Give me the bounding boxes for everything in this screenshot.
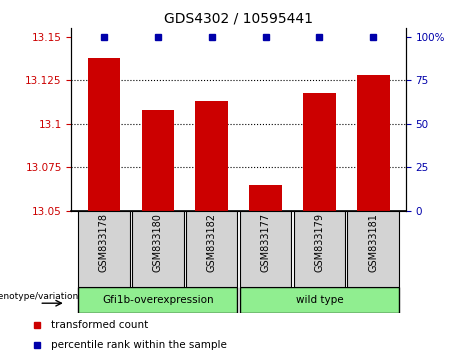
FancyBboxPatch shape: [78, 287, 237, 313]
Text: GSM833181: GSM833181: [368, 213, 378, 272]
Bar: [88, 58, 120, 211]
Text: percentile rank within the sample: percentile rank within the sample: [51, 340, 227, 350]
FancyBboxPatch shape: [240, 211, 291, 287]
Text: GSM833177: GSM833177: [260, 213, 271, 272]
FancyBboxPatch shape: [132, 211, 183, 287]
Text: GSM833182: GSM833182: [207, 213, 217, 272]
Bar: [195, 101, 228, 211]
Text: genotype/variation: genotype/variation: [0, 292, 79, 301]
Bar: [142, 110, 174, 211]
FancyBboxPatch shape: [240, 287, 399, 313]
FancyBboxPatch shape: [186, 211, 237, 287]
Text: transformed count: transformed count: [51, 320, 148, 330]
Title: GDS4302 / 10595441: GDS4302 / 10595441: [164, 12, 313, 26]
Text: GSM833180: GSM833180: [153, 213, 163, 272]
FancyBboxPatch shape: [78, 211, 130, 287]
Bar: [303, 92, 336, 211]
Text: GSM833179: GSM833179: [314, 213, 325, 272]
Bar: [357, 75, 390, 211]
Bar: [249, 184, 282, 211]
FancyBboxPatch shape: [294, 211, 345, 287]
Text: GSM833178: GSM833178: [99, 213, 109, 272]
FancyBboxPatch shape: [348, 211, 399, 287]
Text: wild type: wild type: [296, 295, 343, 305]
Text: Gfi1b-overexpression: Gfi1b-overexpression: [102, 295, 213, 305]
